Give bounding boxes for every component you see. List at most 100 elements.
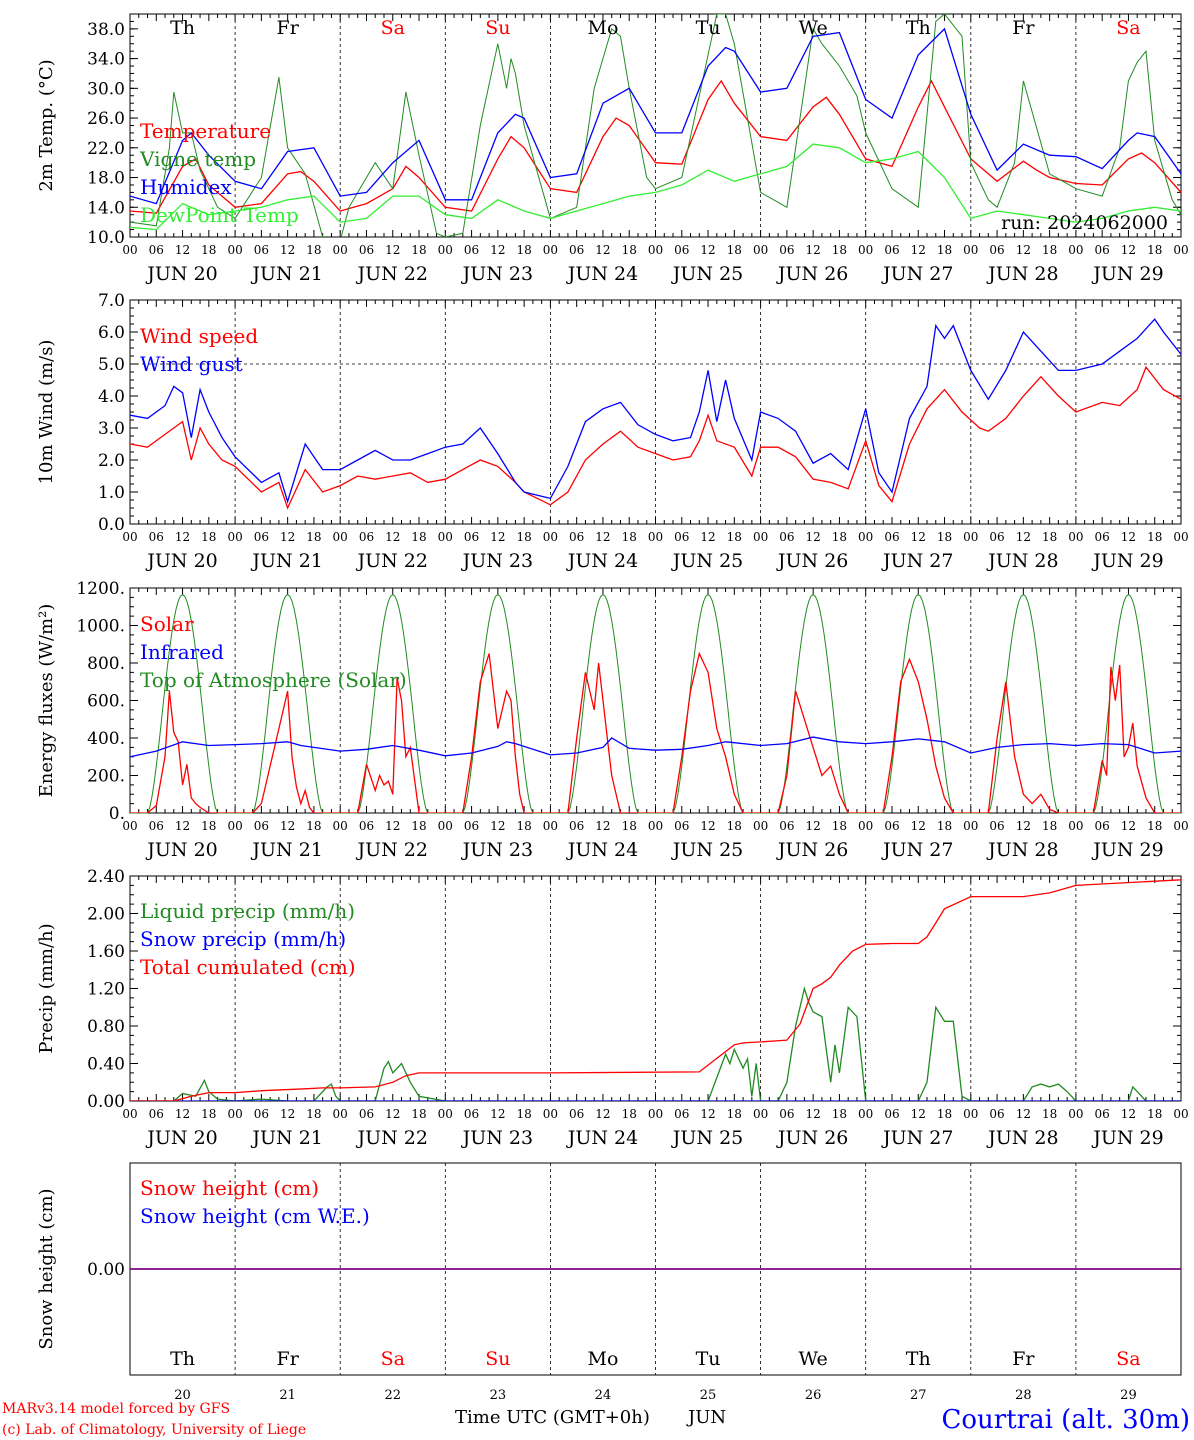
hour-tick-label: 00 [543, 819, 558, 833]
hour-tick-label: 06 [464, 819, 479, 833]
day-name: Mo [587, 1348, 618, 1370]
hour-tick-label: 12 [385, 819, 400, 833]
hour-tick-label: 18 [306, 243, 321, 257]
hour-tick-label: 06 [464, 243, 479, 257]
hour-tick-label: 00 [753, 243, 768, 257]
y-tick-label: 2.0 [98, 451, 125, 471]
date-label: JUN 23 [461, 550, 533, 572]
day-number: 27 [910, 1388, 927, 1403]
hour-tick-label: 18 [1042, 819, 1057, 833]
y-tick-label: 30.0 [87, 79, 125, 99]
y-tick-label: 7.0 [98, 291, 125, 311]
y-tick-label: 0.00 [87, 1260, 125, 1280]
legend-entry: Temperature [140, 119, 271, 143]
hour-tick-label: 18 [832, 243, 847, 257]
hour-tick-label: 06 [884, 530, 899, 544]
series-line [130, 143, 1181, 231]
hour-tick-label: 12 [280, 243, 295, 257]
day-number: 26 [805, 1388, 822, 1403]
credit-line-1: MARv3.14 model forced by GFS [2, 1401, 230, 1417]
hour-tick-label: 18 [727, 530, 742, 544]
hour-tick-label: 18 [411, 243, 426, 257]
hour-tick-label: 00 [1068, 243, 1083, 257]
date-label: JUN 27 [881, 550, 953, 572]
hour-tick-label: 00 [858, 530, 873, 544]
legend-entry: Liquid precip (mm/h) [140, 899, 355, 923]
y-tick-label: 1000. [76, 617, 125, 637]
hour-tick-label: 06 [569, 243, 584, 257]
day-name: Fr [1012, 1348, 1035, 1370]
series-line [130, 318, 1181, 504]
day-name: Mo [587, 17, 618, 39]
date-label: JUN 24 [566, 1127, 638, 1149]
hour-tick-label: 12 [595, 1107, 610, 1121]
y-tick-label: 1.20 [87, 980, 125, 1000]
legend-entry: Top of Atmosphere (Solar) [140, 668, 407, 692]
hour-tick-label: 06 [1095, 243, 1110, 257]
y-axis-label: Energy fluxes (W/m²) [36, 604, 57, 798]
y-tick-label: 800. [87, 654, 125, 674]
hour-tick-label: 12 [1121, 243, 1136, 257]
hour-tick-label: 18 [1147, 243, 1162, 257]
day-name: We [799, 17, 828, 39]
hour-tick-label: 06 [149, 530, 164, 544]
location-label: Courtrai (alt. 30m) [942, 1405, 1191, 1435]
hour-tick-label: 00 [753, 530, 768, 544]
hour-tick-label: 00 [333, 819, 348, 833]
hour-tick-label: 00 [543, 530, 558, 544]
hour-tick-label: 00 [227, 1107, 242, 1121]
hour-tick-label: 18 [727, 819, 742, 833]
date-label: JUN 20 [145, 1127, 217, 1149]
date-label: JUN 27 [881, 839, 953, 861]
hour-tick-label: 12 [806, 1107, 821, 1121]
y-tick-label: 0.40 [87, 1055, 125, 1075]
date-label: JUN 20 [145, 839, 217, 861]
hour-tick-label: 12 [700, 530, 715, 544]
day-number: 22 [384, 1388, 401, 1403]
hour-tick-label: 18 [411, 530, 426, 544]
hour-tick-label: 12 [700, 1107, 715, 1121]
date-label: JUN 29 [1091, 1127, 1163, 1149]
hour-tick-label: 12 [490, 530, 505, 544]
date-label: JUN 27 [881, 263, 953, 285]
hour-tick-label: 18 [937, 243, 952, 257]
hour-tick-label: 18 [1042, 243, 1057, 257]
hour-tick-label: 00 [963, 819, 978, 833]
hour-tick-label: 06 [254, 243, 269, 257]
y-tick-label: 1.0 [98, 483, 125, 503]
hour-tick-label: 18 [937, 1107, 952, 1121]
hour-tick-label: 18 [516, 243, 531, 257]
y-tick-label: 0.0 [98, 515, 125, 535]
hour-tick-label: 06 [674, 243, 689, 257]
hour-tick-label: 12 [911, 530, 926, 544]
hour-tick-label: 18 [937, 530, 952, 544]
legend-entry: Snow height (cm) [140, 1176, 319, 1200]
date-label: JUN 20 [145, 263, 217, 285]
day-name: Th [170, 1348, 195, 1370]
panel-3: 00 06 12 18 JUN 20 00 06 12 18 JUN 21 00 06 12 18 JUN … [36, 579, 1189, 861]
hour-tick-label: 00 [122, 243, 137, 257]
hour-tick-label: 12 [1016, 819, 1031, 833]
hour-tick-label: 06 [1095, 530, 1110, 544]
hour-tick-label: 00 [963, 1107, 978, 1121]
hour-tick-label: 18 [306, 1107, 321, 1121]
day-number: 28 [1015, 1388, 1032, 1403]
hour-tick-label: 18 [832, 1107, 847, 1121]
panel-4: 00 06 12 18 JUN 20 00 06 12 18 JUN 21 00 06 12 18 JUN … [36, 867, 1189, 1149]
hour-tick-label: 00 [648, 243, 663, 257]
day-name: Fr [277, 17, 300, 39]
hour-tick-label: 12 [806, 530, 821, 544]
day-number: 21 [279, 1388, 296, 1403]
series-line [130, 651, 1181, 813]
hour-tick-label: 06 [779, 819, 794, 833]
hour-tick-label: 06 [569, 1107, 584, 1121]
hour-tick-label: 18 [832, 530, 847, 544]
hour-tick-label: 00 [438, 1107, 453, 1121]
y-tick-label: 4.0 [98, 387, 125, 407]
hour-tick-label: 18 [1042, 530, 1057, 544]
hour-tick-label: 12 [1121, 819, 1136, 833]
date-label: JUN 26 [776, 550, 848, 572]
y-tick-label: 26.0 [87, 109, 125, 129]
day-name: Su [485, 1348, 510, 1370]
hour-tick-label: 00 [858, 1107, 873, 1121]
